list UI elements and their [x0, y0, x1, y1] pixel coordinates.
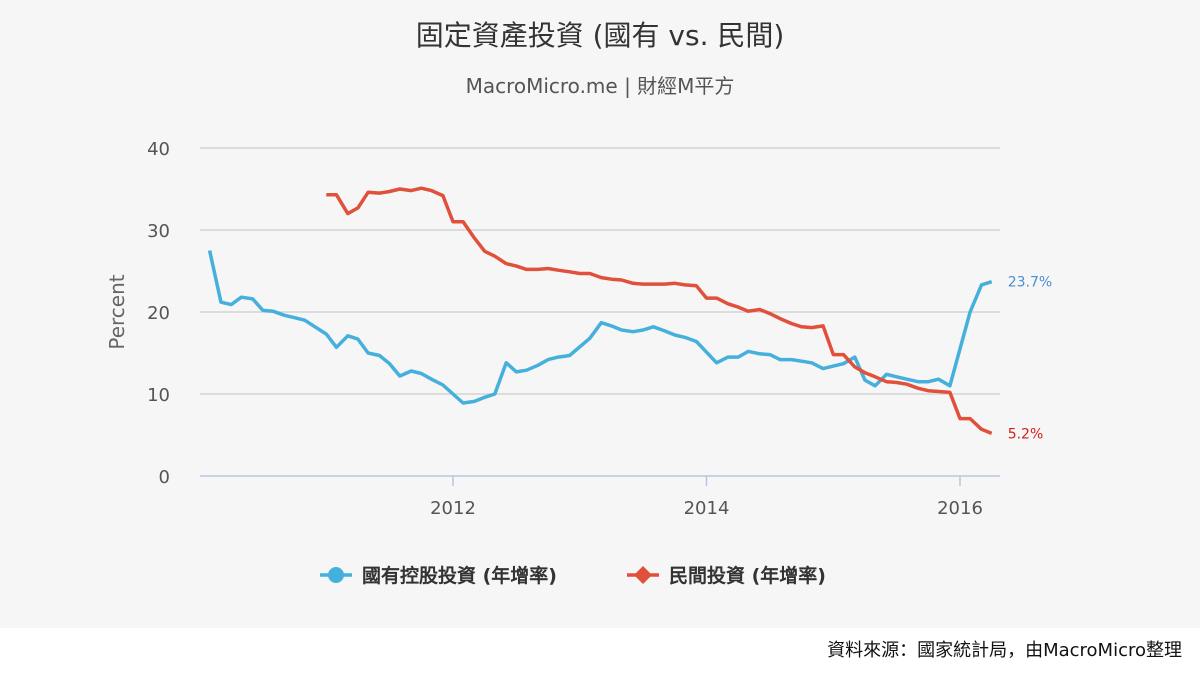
end-value-label-private: 5.2%: [1008, 426, 1044, 442]
legend-circle-marker: [328, 567, 344, 583]
y-tick-label: 0: [159, 467, 170, 488]
y-axis-label: Percent: [105, 274, 129, 349]
end-value-label-state: 23.7%: [1008, 275, 1052, 291]
chart-subtitle: MacroMicro.me | 財經M平方: [465, 74, 735, 98]
y-tick-label: 40: [147, 139, 170, 160]
x-tick-label: 2014: [684, 498, 730, 519]
legend[interactable]: 國有控股投資 (年增率) 民間投資 (年增率): [320, 564, 826, 587]
footer: 資料來源：國家統計局，由MacroMicro整理: [0, 628, 1200, 674]
legend-diamond-marker: [634, 566, 652, 584]
source-note: 資料來源：國家統計局，由MacroMicro整理: [827, 640, 1182, 661]
x-tick-label: 2012: [430, 498, 476, 519]
legend-item-private[interactable]: 民間投資 (年增率): [627, 564, 826, 587]
series-line-private: [326, 186, 993, 436]
legend-label: 國有控股投資 (年增率): [362, 564, 557, 587]
chart-panel: Percent 0 10 20 30 40 2012 2014 2016 23.7% 5.2% …: [105, 19, 1053, 587]
legend-item-state[interactable]: 國有控股投資 (年增率): [320, 564, 557, 587]
series-line-state: [207, 250, 993, 405]
x-tick-label: 2016: [937, 498, 983, 519]
series: [207, 186, 993, 436]
y-tick-label: 30: [147, 221, 170, 242]
chart-title: 固定資產投資 (國有 vs. 民間): [415, 19, 785, 52]
legend-label: 民間投資 (年增率): [669, 564, 826, 587]
grid: [200, 147, 1000, 395]
axes: Percent 0 10 20 30 40 2012 2014 2016: [105, 139, 1000, 519]
end-labels: 23.7% 5.2%: [1008, 275, 1052, 443]
y-tick-label: 20: [147, 303, 170, 324]
y-tick-label: 10: [147, 385, 170, 406]
